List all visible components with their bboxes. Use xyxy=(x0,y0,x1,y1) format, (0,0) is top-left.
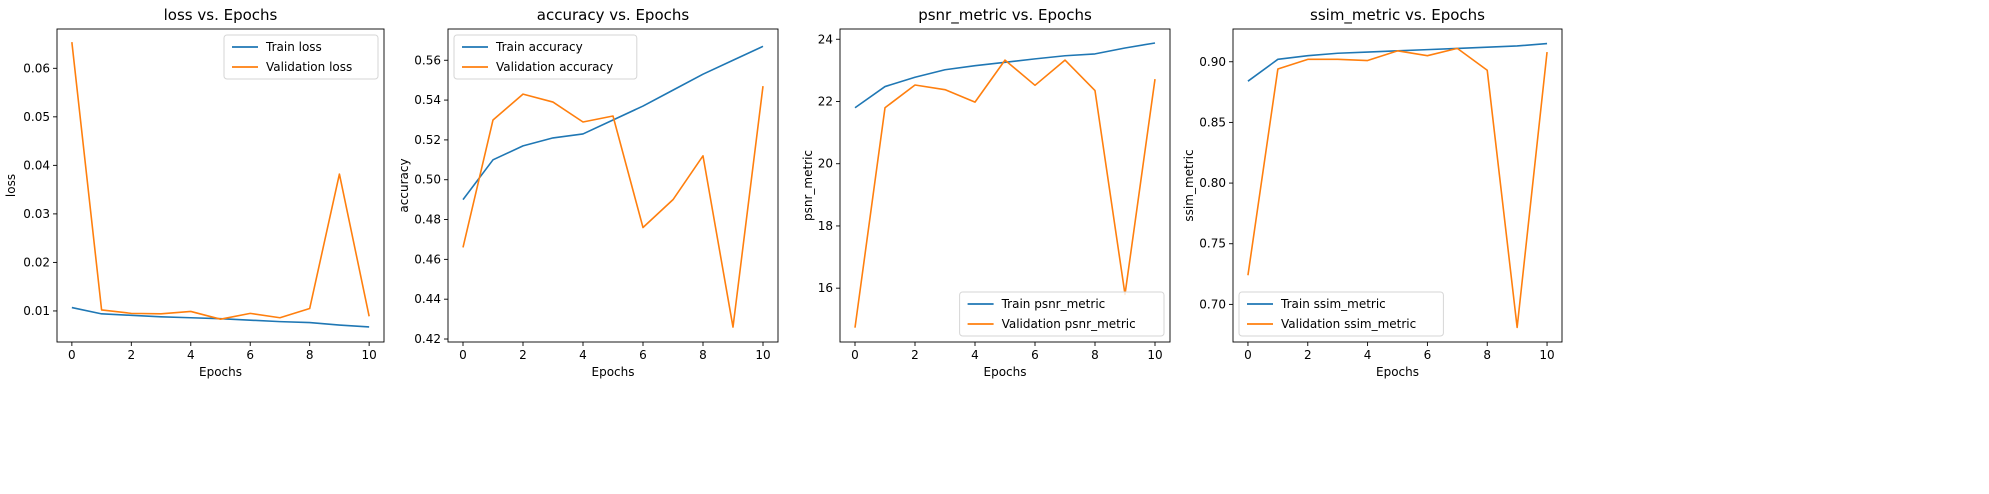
y-tick-label: 0.03 xyxy=(23,207,50,221)
x-tick-label: 4 xyxy=(971,348,979,362)
x-tick-label: 6 xyxy=(1031,348,1039,362)
x-tick-label: 6 xyxy=(1424,348,1432,362)
y-axis-label: accuracy xyxy=(397,158,411,212)
plot-frame xyxy=(839,28,1171,343)
x-tick-label: 8 xyxy=(1483,348,1491,362)
x-tick-label: 10 xyxy=(1147,348,1162,362)
y-tick-label: 0.80 xyxy=(1199,176,1226,190)
x-tick-label: 2 xyxy=(127,348,135,362)
y-axis-label: ssim_metric xyxy=(1182,149,1196,221)
validation-series-line xyxy=(1247,47,1548,329)
x-tick-label: 4 xyxy=(187,348,195,362)
y-tick-label: 0.50 xyxy=(414,173,441,187)
chart-panel-4: 0 2 4 6 8 10 0.70 0.75 0.80 0.85 0.90 ssim_metric v… xyxy=(1182,6,1563,379)
chart-title: accuracy vs. Epochs xyxy=(537,6,690,24)
y-tick-label: 0.02 xyxy=(23,255,50,269)
x-tick-label: 4 xyxy=(579,348,587,362)
plot-frame xyxy=(447,28,779,343)
x-tick-label: 0 xyxy=(68,348,76,362)
y-tick-label: 0.56 xyxy=(414,53,441,67)
y-tick-label: 0.46 xyxy=(414,252,441,266)
x-tick-label: 10 xyxy=(1539,348,1554,362)
train-series-line xyxy=(1247,42,1548,82)
chart-title: psnr_metric vs. Epochs xyxy=(918,6,1092,25)
legend-label: Validation psnr_metric xyxy=(1002,317,1136,331)
legend: Train psnr_metric Validation psnr_metric xyxy=(959,291,1165,337)
y-tick-label: 0.05 xyxy=(23,110,50,124)
y-axis-label: loss xyxy=(4,174,18,197)
y-tick-label: 0.44 xyxy=(414,292,441,306)
x-tick-label: 8 xyxy=(699,348,707,362)
y-tick-label: 0.52 xyxy=(414,133,441,147)
x-tick-label: 0 xyxy=(1244,348,1252,362)
x-tick-label: 4 xyxy=(1364,348,1372,362)
legend-box xyxy=(453,34,638,80)
y-tick-label: 22 xyxy=(818,94,833,108)
legend: Train loss Validation loss xyxy=(223,34,379,80)
plot-frame xyxy=(1232,28,1563,343)
y-axis-label: psnr_metric xyxy=(801,150,815,221)
x-axis-label: Epochs xyxy=(1376,365,1419,379)
x-tick-label: 10 xyxy=(755,348,770,362)
legend-box xyxy=(223,34,379,80)
train-series-line xyxy=(854,42,1156,109)
y-tick-label: 18 xyxy=(818,219,833,233)
legend-label: Validation ssim_metric xyxy=(1281,317,1416,331)
x-tick-label: 8 xyxy=(306,348,314,362)
chart-panel-1: 0 2 4 6 8 10 0.01 0.02 0.03 0.04 0.05 0.06 loss vs. … xyxy=(4,6,385,379)
x-tick-label: 6 xyxy=(639,348,647,362)
train-series-line xyxy=(71,306,370,328)
y-tick-label: 20 xyxy=(818,157,833,171)
x-axis-label: Epochs xyxy=(984,365,1027,379)
x-tick-label: 10 xyxy=(361,348,376,362)
y-tick-label: 0.01 xyxy=(23,304,50,318)
validation-series-line xyxy=(462,86,764,328)
x-tick-label: 2 xyxy=(519,348,527,362)
y-tick-label: 0.85 xyxy=(1199,115,1226,129)
validation-series-line xyxy=(71,42,370,320)
y-tick-label: 0.04 xyxy=(23,158,50,172)
legend-label: Train psnr_metric xyxy=(1001,297,1106,311)
chart-title: ssim_metric vs. Epochs xyxy=(1310,6,1485,25)
x-tick-label: 0 xyxy=(459,348,467,362)
legend-box xyxy=(1238,291,1444,337)
legend-label: Train ssim_metric xyxy=(1280,297,1386,311)
legend-label: Train loss xyxy=(265,40,322,54)
y-tick-label: 0.48 xyxy=(414,213,441,227)
legend-label: Validation accuracy xyxy=(496,60,613,74)
y-tick-label: 24 xyxy=(818,32,833,46)
train-series-line xyxy=(462,45,764,201)
y-tick-label: 0.06 xyxy=(23,61,50,75)
y-tick-label: 0.70 xyxy=(1199,297,1226,311)
legend: Train accuracy Validation accuracy xyxy=(453,34,638,80)
plot-frame xyxy=(56,28,385,343)
x-tick-label: 2 xyxy=(911,348,919,362)
legend-label: Validation loss xyxy=(266,60,352,74)
chart-panel-2: 0 2 4 6 8 10 0.42 0.44 0.46 0.48 0.50 0.52 0.54 0.56 a… xyxy=(397,6,779,379)
y-tick-label: 0.75 xyxy=(1199,237,1226,251)
y-tick-label: 0.90 xyxy=(1199,55,1226,69)
y-tick-label: 16 xyxy=(818,281,833,295)
legend: Train ssim_metric Validation ssim_metric xyxy=(1238,291,1444,337)
x-axis-label: Epochs xyxy=(199,365,242,379)
y-tick-label: 0.42 xyxy=(414,332,441,346)
x-tick-label: 8 xyxy=(1091,348,1099,362)
y-tick-label: 0.54 xyxy=(414,93,441,107)
x-tick-label: 2 xyxy=(1304,348,1312,362)
x-tick-label: 0 xyxy=(851,348,859,362)
legend-box xyxy=(959,291,1165,337)
x-tick-label: 6 xyxy=(246,348,254,362)
validation-series-line xyxy=(854,59,1156,328)
legend-label: Train accuracy xyxy=(495,40,583,54)
x-axis-label: Epochs xyxy=(592,365,635,379)
chart-title: loss vs. Epochs xyxy=(164,6,278,24)
